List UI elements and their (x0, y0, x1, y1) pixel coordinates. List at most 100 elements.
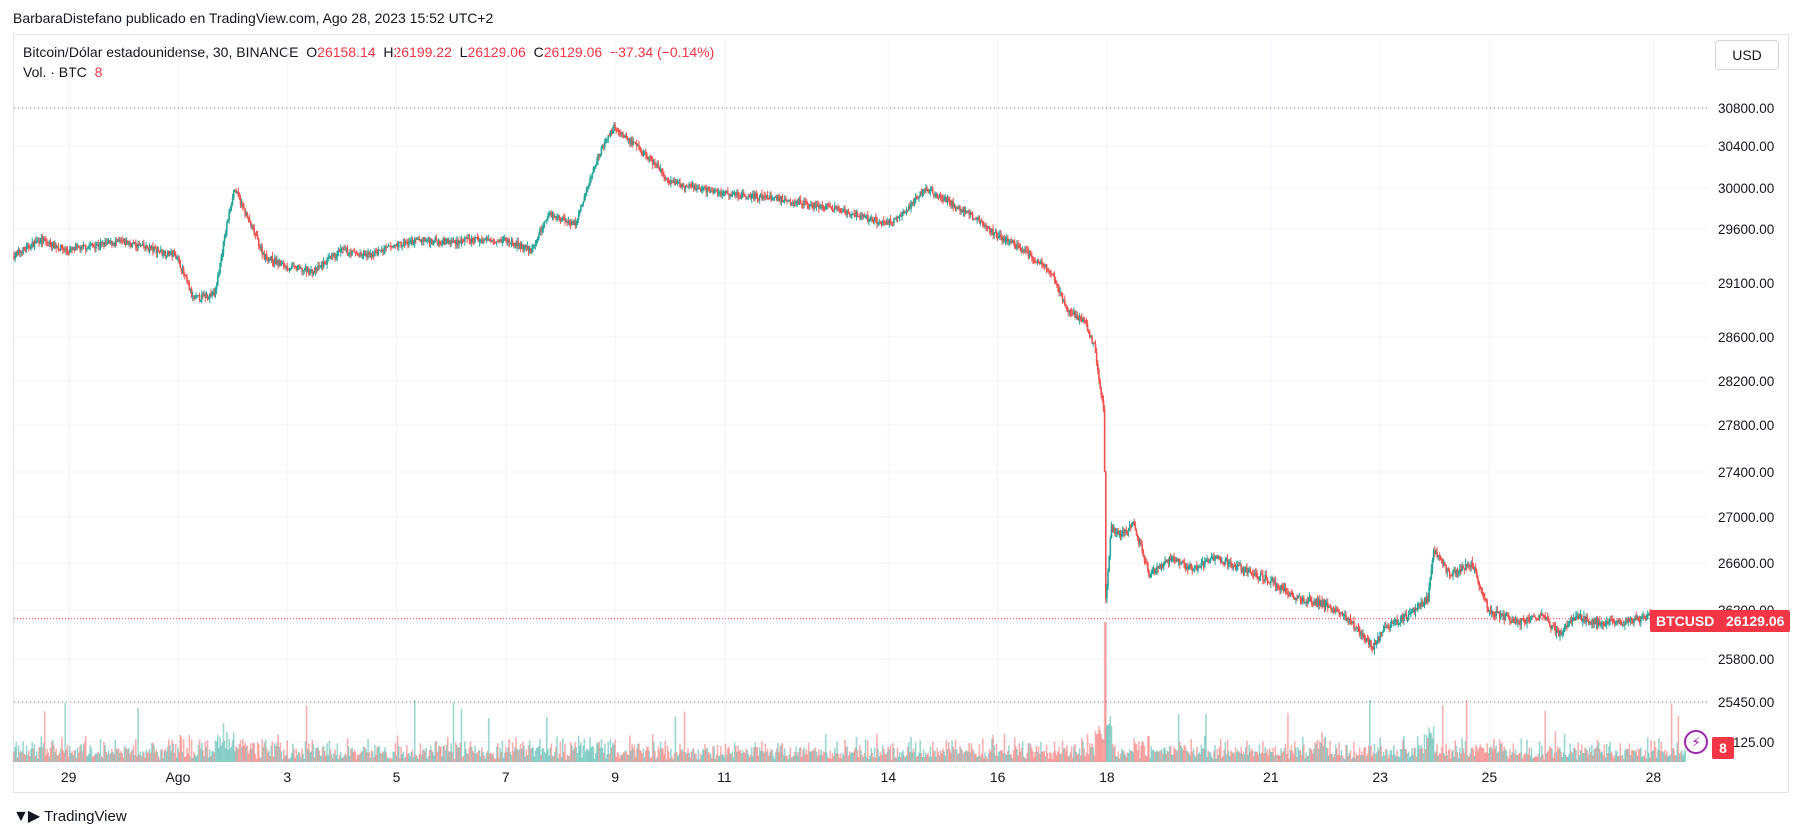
tradingview-logo-icon[interactable]: ▼▶ (13, 808, 40, 825)
lightning-icon[interactable]: ⚡ (1684, 730, 1708, 754)
volume-bar (298, 752, 301, 762)
volume-bar (474, 745, 476, 762)
volume-bar (962, 753, 965, 762)
candle-body (663, 174, 665, 177)
price-tick-label: 25800.00 (1718, 652, 1774, 667)
candle-body (649, 157, 652, 159)
volume-bar (466, 753, 468, 762)
volume-bar (271, 741, 274, 762)
candle-body (550, 212, 553, 218)
candle-body (1437, 555, 1439, 557)
candle-body (1494, 615, 1496, 617)
volume-bar (1288, 759, 1290, 762)
candle-body (477, 238, 480, 242)
volume-bar (1444, 755, 1446, 762)
volume-bar (1655, 757, 1658, 762)
volume-bar (212, 751, 215, 762)
candle-body (665, 179, 668, 181)
volume-bar (1522, 755, 1525, 762)
candle-body (1455, 570, 1458, 574)
volume-bar (622, 752, 624, 762)
volume-bar (928, 756, 931, 762)
candle-body (265, 254, 268, 259)
volume-bar (1602, 755, 1605, 762)
volume-bar (971, 748, 974, 762)
candle-body (1463, 568, 1466, 570)
candle-body (1178, 558, 1181, 564)
symbol-title[interactable]: Bitcoin/Dólar estadounidense, 30, BINANC… (23, 44, 299, 60)
footer-logo-text[interactable]: TradingView (44, 807, 127, 825)
volume-bar (1362, 754, 1364, 762)
candle-body (494, 242, 497, 244)
candle-body (701, 187, 704, 190)
volume-bar (626, 754, 629, 762)
currency-button[interactable]: USD (1715, 40, 1779, 70)
candle-body (1400, 615, 1403, 619)
candle-body (492, 240, 495, 243)
candle-body (484, 239, 487, 241)
volume-bar (1329, 741, 1331, 762)
volume-label[interactable]: Vol. · BTC (23, 64, 87, 80)
volume-bar (1675, 755, 1677, 762)
volume-bar (960, 748, 962, 762)
candle-body (218, 273, 220, 277)
candle-body (1027, 250, 1030, 257)
candle-body (43, 238, 46, 241)
candle-body (1169, 556, 1172, 561)
volume-bar (1495, 745, 1498, 762)
volume-bar (214, 740, 217, 762)
candle-body (934, 195, 936, 197)
volume-bar (448, 751, 450, 762)
volume-bar (1300, 755, 1303, 762)
candle-body (288, 269, 291, 271)
volume-bar (1037, 746, 1040, 762)
volume-bar (684, 752, 687, 762)
volume-bar (189, 757, 192, 762)
volume-bar (658, 749, 661, 762)
candle-body (298, 266, 301, 269)
volume-bar (522, 741, 524, 762)
candle-body (1164, 561, 1166, 564)
candle-body (275, 258, 277, 265)
candle-body (42, 238, 45, 243)
volume-bar (1022, 756, 1025, 762)
candle-body (841, 210, 844, 213)
volume-bar (1455, 745, 1458, 762)
volume-bar (857, 757, 860, 762)
volume-bar (344, 753, 347, 762)
volume-bar (1278, 755, 1280, 762)
high-label: H (383, 44, 394, 60)
candle-body (865, 215, 868, 217)
volume-bar (477, 750, 480, 762)
volume-bar (881, 745, 884, 762)
candle-body (478, 239, 481, 242)
candle-body (59, 244, 62, 250)
candle-body (154, 247, 156, 249)
candle-body (1595, 618, 1598, 624)
volume-bar (969, 752, 972, 762)
volume-bar (1354, 757, 1356, 762)
candle-body (78, 245, 80, 248)
candle-body (971, 213, 974, 219)
candle-body (209, 294, 211, 299)
candle-body (996, 237, 999, 239)
volume-bar (1029, 744, 1032, 762)
candle-body (391, 246, 393, 248)
volume-bar (605, 758, 607, 762)
candle-body (171, 251, 174, 258)
candle-body (1049, 271, 1051, 273)
volume-bar (1101, 738, 1104, 762)
candle-body (1249, 568, 1252, 573)
candle-body (1075, 315, 1077, 319)
candle-body (1426, 596, 1428, 603)
volume-bar (1332, 756, 1335, 762)
candle-body (26, 244, 29, 246)
candle-body (848, 212, 851, 216)
volume-bar (832, 756, 835, 762)
candle-body (980, 221, 983, 223)
volume-bar (610, 747, 613, 762)
candle-body (771, 198, 774, 200)
candle-body (305, 267, 308, 273)
candle-body (1589, 622, 1592, 624)
